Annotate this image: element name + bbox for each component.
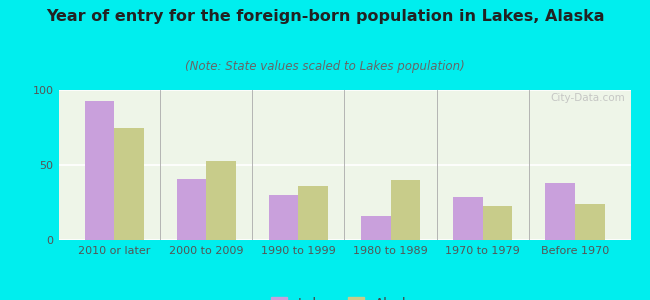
Bar [177,178,206,240]
Bar [84,100,114,240]
Bar [361,216,391,240]
Bar [453,196,483,240]
Bar [269,195,298,240]
Text: Year of entry for the foreign-born population in Lakes, Alaska: Year of entry for the foreign-born popul… [46,9,605,24]
Text: City-Data.com: City-Data.com [550,93,625,103]
Bar [206,160,236,240]
Bar [483,206,512,240]
Bar [545,183,575,240]
Legend: Lakes, Alaska: Lakes, Alaska [266,292,423,300]
Bar [391,180,420,240]
Text: (Note: State values scaled to Lakes population): (Note: State values scaled to Lakes popu… [185,60,465,73]
Bar [114,128,144,240]
Bar [575,204,604,240]
Bar [298,186,328,240]
